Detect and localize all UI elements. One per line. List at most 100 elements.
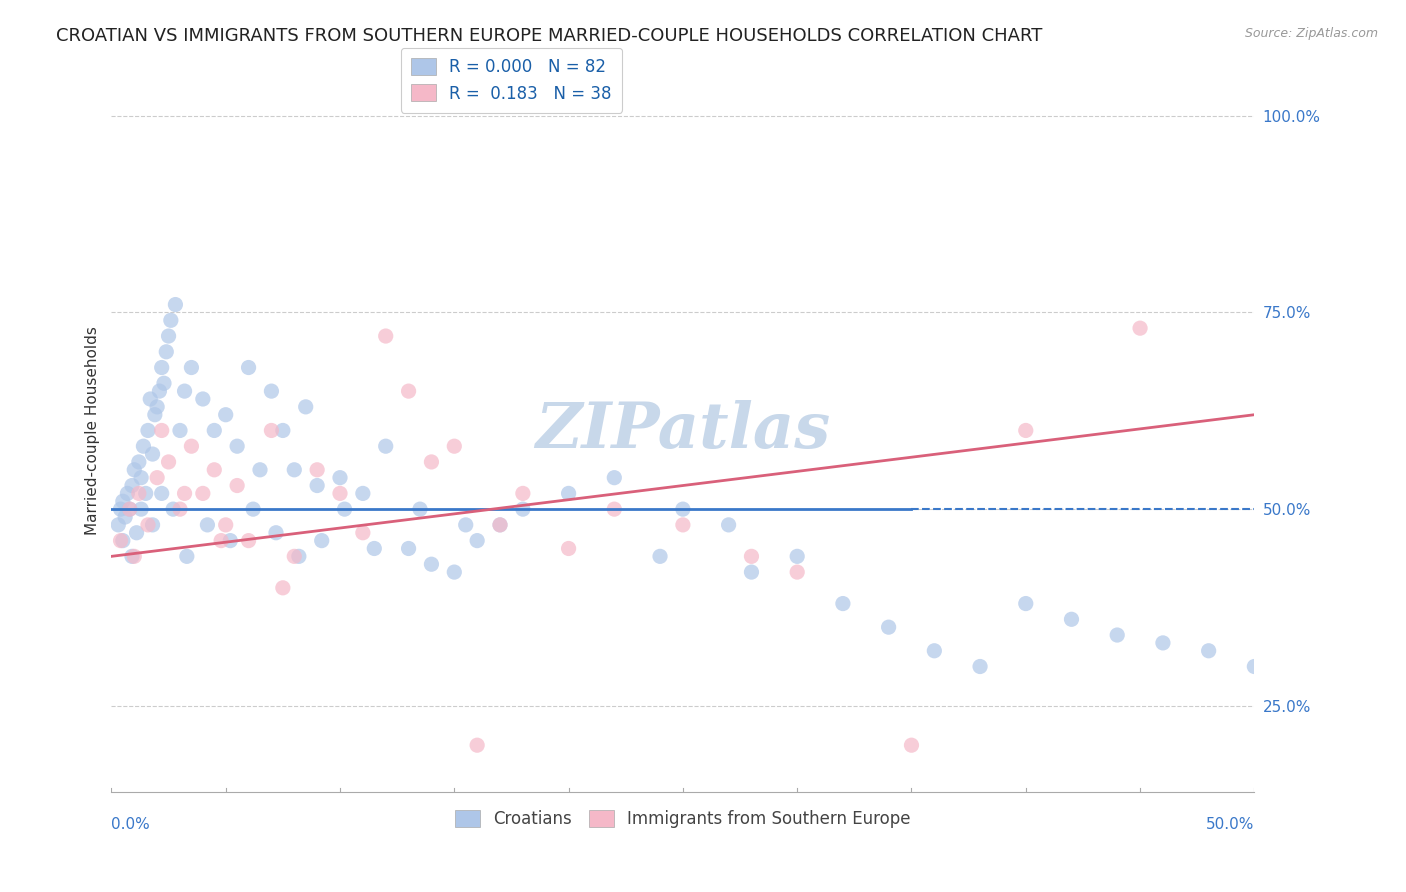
Point [209,533,232,548]
Point [169,502,191,516]
Point [219,533,242,548]
Point [1152,636,1174,650]
Point [150,360,173,375]
Point [180,439,202,453]
Point [374,439,396,453]
Point [969,659,991,673]
Point [150,424,173,438]
Point [924,644,946,658]
Point [136,424,159,438]
Point [122,463,145,477]
Point [226,478,249,492]
Point [157,455,180,469]
Point [146,400,169,414]
Point [1107,628,1129,642]
Point [121,478,143,492]
Point [111,533,134,548]
Point [1198,644,1220,658]
Point [173,486,195,500]
Point [900,738,922,752]
Point [557,541,579,556]
Point [107,517,129,532]
Point [238,533,260,548]
Text: Source: ZipAtlas.com: Source: ZipAtlas.com [1244,27,1378,40]
Point [129,471,152,485]
Point [648,549,671,564]
Point [176,549,198,564]
Point [202,424,225,438]
Point [294,400,316,414]
Point [740,565,762,579]
Point [832,597,855,611]
Point [118,502,141,516]
Point [125,525,148,540]
Point [786,549,808,564]
Point [329,486,352,500]
Point [191,486,214,500]
Point [226,439,249,453]
Point [260,384,283,398]
Point [1243,659,1265,673]
Point [238,360,260,375]
Point [283,463,305,477]
Point [139,392,162,406]
Point [128,486,150,500]
Text: ZIPatlas: ZIPatlas [536,400,831,461]
Point [363,541,385,556]
Point [398,541,420,556]
Point [271,581,294,595]
Point [121,549,143,564]
Point [118,502,141,516]
Point [169,424,191,438]
Point [420,455,443,469]
Point [420,558,443,572]
Point [162,502,184,516]
Point [603,502,626,516]
Point [122,549,145,564]
Point [465,533,488,548]
Y-axis label: Married-couple Households: Married-couple Households [86,326,100,535]
Point [786,565,808,579]
Point [454,517,477,532]
Point [111,494,134,508]
Point [1015,424,1038,438]
Point [202,463,225,477]
Point [465,738,488,752]
Point [114,510,136,524]
Point [165,297,187,311]
Point [197,517,219,532]
Point [143,408,166,422]
Point [264,525,287,540]
Point [512,486,534,500]
Point [173,384,195,398]
Point [352,486,374,500]
Point [717,517,740,532]
Point [409,502,432,516]
Point [110,533,132,548]
Point [877,620,900,634]
Point [136,517,159,532]
Point [512,502,534,516]
Point [283,549,305,564]
Point [374,329,396,343]
Point [740,549,762,564]
Point [146,471,169,485]
Point [352,525,374,540]
Point [672,517,695,532]
Point [117,486,139,500]
Point [135,486,157,500]
Point [148,384,170,398]
Point [153,376,176,391]
Point [1129,321,1152,335]
Legend: Croatians, Immigrants from Southern Europe: Croatians, Immigrants from Southern Euro… [449,803,917,835]
Point [1015,597,1038,611]
Point [443,439,465,453]
Point [489,517,512,532]
Point [110,502,132,516]
Text: 0.0%: 0.0% [111,817,150,832]
Point [129,502,152,516]
Point [311,533,333,548]
Point [333,502,356,516]
Point [329,471,352,485]
Point [1060,612,1083,626]
